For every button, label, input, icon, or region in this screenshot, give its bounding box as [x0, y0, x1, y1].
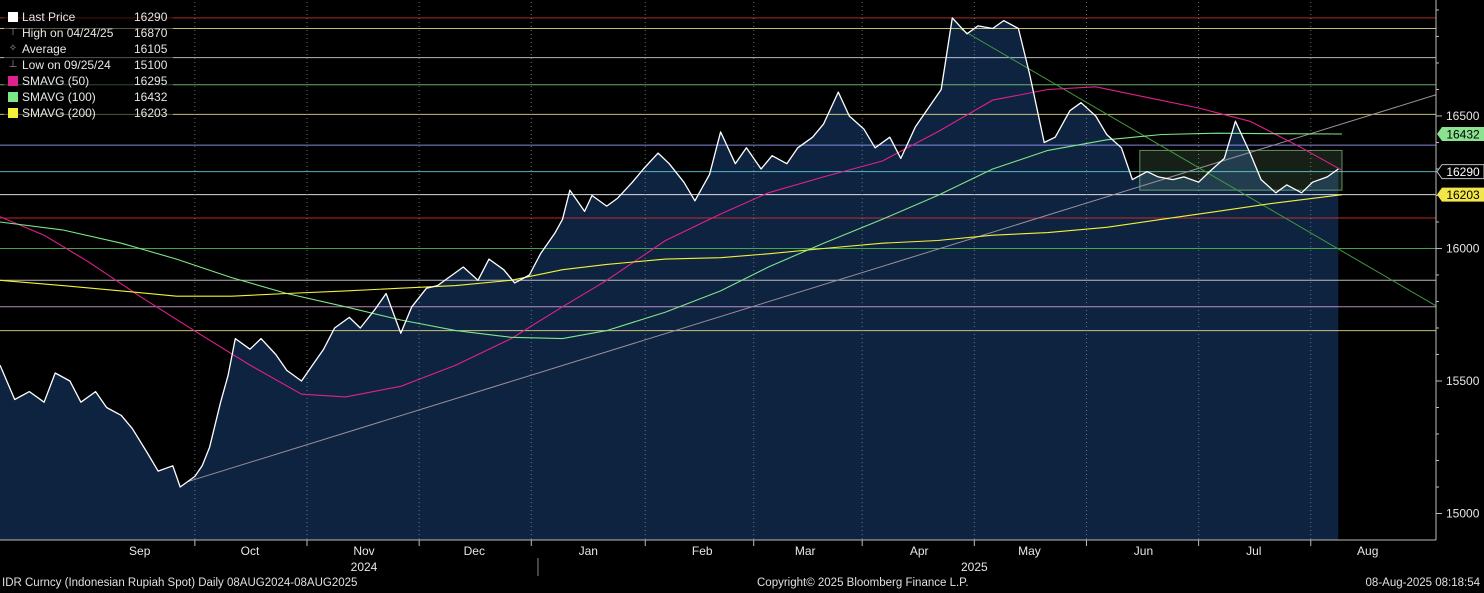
legend-swatch-color — [8, 12, 18, 22]
x-tick-label-jun: Jun — [1134, 544, 1153, 558]
legend-value: 16295 — [134, 74, 168, 88]
trend-lines — [187, 28, 1437, 483]
legend-label: Average — [22, 42, 67, 56]
legend-item: SMAVG (100) 16432 — [6, 89, 167, 105]
value-tags: 16432 16290 16203 — [1436, 126, 1484, 202]
x-tick-label-may: May — [1018, 544, 1041, 558]
legend-value: 16290 — [134, 10, 168, 24]
y-tick-label-15500: 15500 — [1446, 374, 1480, 388]
year-label-2025: 2025 — [961, 560, 988, 574]
year-label-2024: 2024 — [351, 560, 378, 574]
axes: 15000 15500 16000 16500 Sep Oct Nov Dec Jan Feb Ma… — [0, 0, 1480, 576]
legend-value: 16105 — [134, 42, 168, 56]
y-tick-label-16500: 16500 — [1446, 109, 1480, 123]
value-tag-bg-16432 — [1437, 126, 1484, 141]
legend-swatch — [6, 107, 20, 119]
series-smavg-100 — [0, 132, 1343, 340]
legend-item: ⊤ High on 04/24/25 16870 — [6, 25, 168, 41]
legend-item: Last Price 16290 — [6, 9, 167, 25]
x-tick-label-sep: Sep — [129, 544, 151, 558]
value-tag-label-16432: 16432 — [1446, 127, 1480, 141]
vertical-gridlines — [194, 2, 1312, 540]
y-tick-label-16000: 16000 — [1446, 241, 1480, 255]
value-tag-label-16290: 16290 — [1446, 165, 1480, 179]
legend-avg-icon: ✧ — [8, 43, 18, 54]
legend-swatch — [6, 75, 20, 87]
trend-line-1 — [959, 28, 1437, 307]
legend-item: ✧ Average 16105 — [6, 41, 168, 57]
legend-low-icon: ⊥ — [8, 59, 18, 70]
x-tick-label-mar: Mar — [795, 544, 816, 558]
legend-swatch — [6, 91, 20, 103]
legend-label: SMAVG (100) — [22, 90, 96, 104]
legend-swatch-color — [8, 108, 18, 118]
x-tick-label-nov: Nov — [353, 544, 374, 558]
price-chart: 15000 15500 16000 16500 Sep Oct Nov Dec Jan Feb Ma… — [0, 0, 1484, 576]
legend-item: SMAVG (50) 16295 — [6, 73, 167, 89]
series-smavg-50 — [0, 86, 1343, 398]
legend-swatch-color — [8, 76, 18, 86]
legend-item: SMAVG (200) 16203 — [6, 105, 167, 121]
channel-rect — [1139, 149, 1343, 191]
price-area-fill — [0, 17, 1339, 540]
legend-value: 16432 — [134, 90, 168, 104]
footer-bar: IDR Curncy (Indonesian Rupiah Spot) Dail… — [0, 576, 1484, 593]
legend-value: 16203 — [134, 106, 168, 120]
legend-value: 16870 — [134, 26, 168, 40]
value-tag-bg-16203 — [1437, 187, 1484, 202]
y-tick-label-15000: 15000 — [1446, 506, 1480, 520]
legend-label: Last Price — [22, 10, 76, 24]
x-tick-label-oct: Oct — [241, 544, 260, 558]
legend-label: High on 04/24/25 — [22, 26, 114, 40]
footer-timestamp: 08-Aug-2025 08:18:54 — [1365, 577, 1480, 589]
x-tick-label-dec: Dec — [464, 544, 485, 558]
legend-label: Low on 09/25/24 — [22, 58, 111, 72]
price-area — [0, 17, 1339, 540]
trend-line-0 — [187, 94, 1437, 483]
x-tick-label-feb: Feb — [692, 544, 713, 558]
series-last-price — [0, 17, 1339, 488]
x-tick-label-jul: Jul — [1246, 544, 1261, 558]
legend-high-icon: ⊤ — [8, 27, 18, 38]
chart-legend: Last Price 16290 ⊤ High on 04/24/25 16870 ✧ Av… — [4, 7, 174, 123]
legend-value: 15100 — [134, 58, 168, 72]
x-tick-label-apr: Apr — [910, 544, 929, 558]
series-smavg-200 — [0, 194, 1343, 297]
x-tick-label-jan: Jan — [579, 544, 598, 558]
value-tag-label-16203: 16203 — [1446, 188, 1480, 202]
legend-item: ⊥ Low on 09/25/24 15100 — [6, 57, 168, 73]
series-lines — [0, 17, 1343, 488]
footer-security: IDR Curncy (Indonesian Rupiah Spot) Dail… — [2, 577, 358, 589]
channel-box — [1139, 149, 1343, 191]
x-tick-label-aug: Aug — [1357, 544, 1378, 558]
legend-swatch-color — [8, 92, 18, 102]
legend-label: SMAVG (200) — [22, 106, 96, 120]
footer-copyright: Copyright© 2025 Bloomberg Finance L.P. — [757, 577, 969, 589]
legend-label: SMAVG (50) — [22, 74, 90, 88]
value-tag-bg-16290 — [1436, 164, 1484, 180]
legend-swatch — [6, 11, 20, 23]
